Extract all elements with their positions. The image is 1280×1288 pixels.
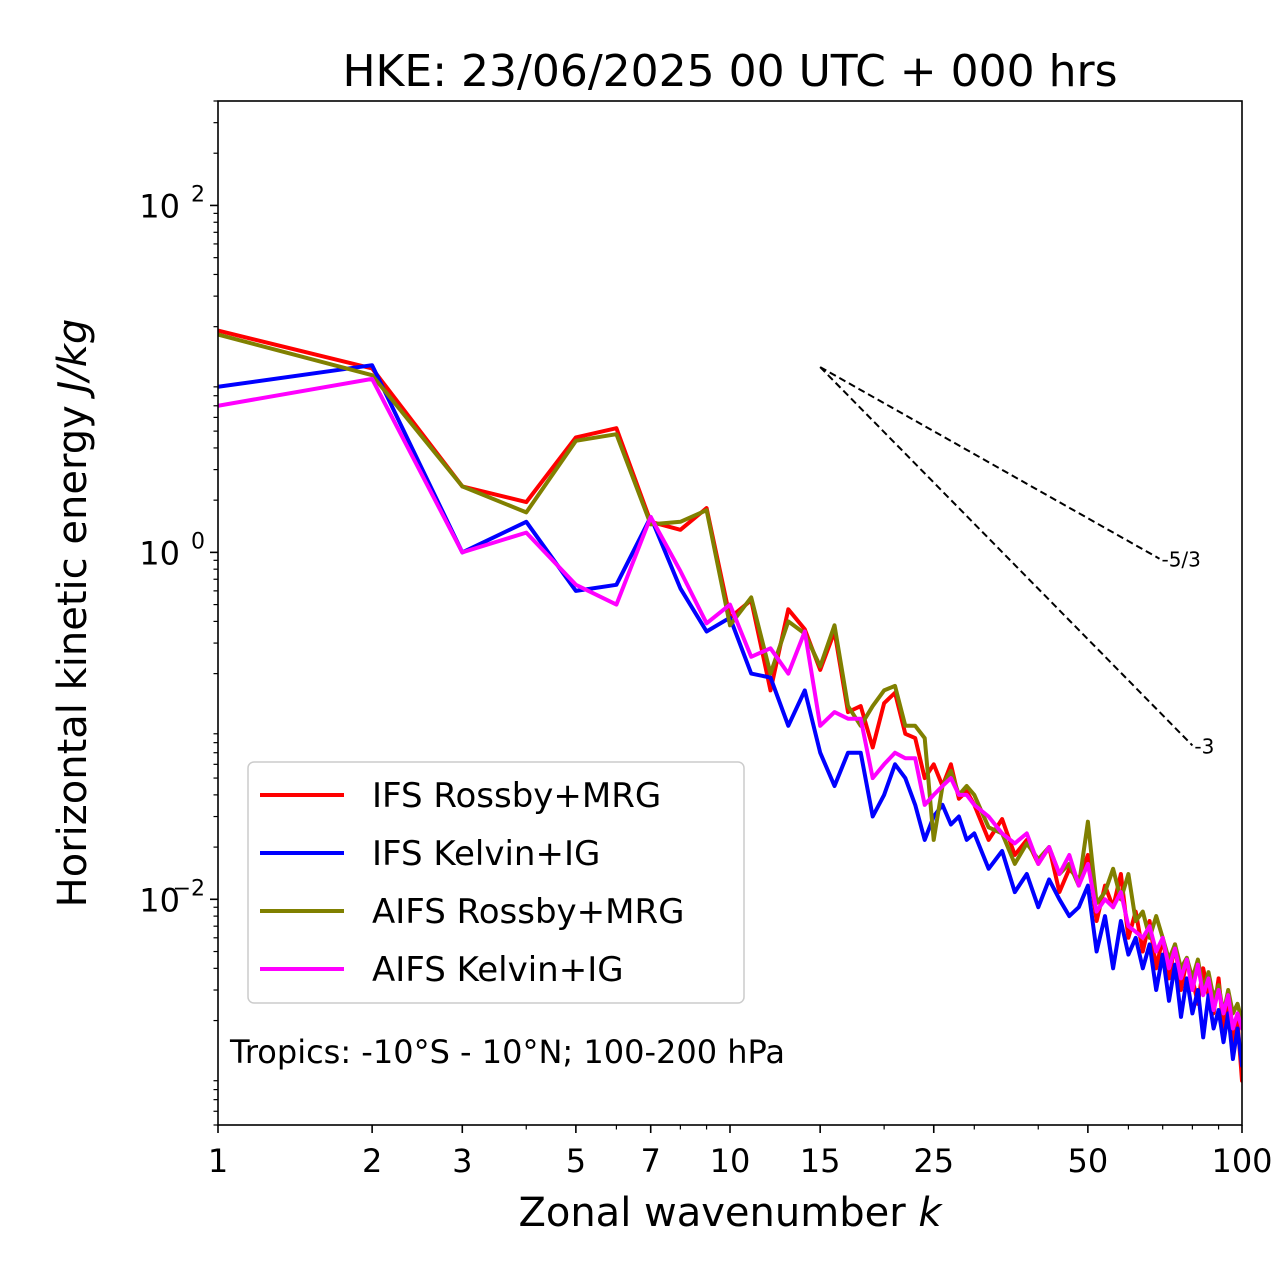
x-tick-label: 2	[362, 1142, 382, 1180]
legend-label: AIFS Kelvin+IG	[372, 950, 624, 990]
x-tick-label: 25	[913, 1142, 954, 1180]
x-tick-label: 50	[1068, 1142, 1109, 1180]
legend-label: AIFS Rossby+MRG	[372, 892, 684, 932]
reference-slope-line	[819, 366, 1160, 560]
x-tick-label: 3	[452, 1142, 472, 1180]
plot-frame	[217, 100, 1243, 1126]
y-axis-label: Horizontal kinetic energy J/kg	[50, 319, 96, 908]
series-line	[218, 376, 1242, 1031]
reference-slope-line	[819, 366, 1194, 747]
y-tick-label: 10	[139, 187, 180, 225]
legend-label: IFS Rossby+MRG	[372, 776, 661, 816]
x-tick-label: 10	[710, 1142, 751, 1180]
legend-label: IFS Kelvin+IG	[372, 834, 600, 874]
y-tick-label: 10	[139, 534, 180, 572]
x-tick-label: 100	[1211, 1142, 1272, 1180]
y-tick-exponent: −2	[173, 876, 205, 901]
reference-slope-label: -3	[1194, 734, 1214, 758]
series-line	[218, 363, 1242, 1068]
x-axis-label: Zonal wavenumber k	[518, 1190, 943, 1236]
x-tick-label: 5	[566, 1142, 586, 1180]
y-tick-exponent: 2	[191, 182, 205, 207]
legend-box	[247, 761, 745, 1004]
reference-slope-label: -5/3	[1161, 548, 1200, 572]
chart-title: HKE: 23/06/2025 00 UTC + 000 hrs	[342, 46, 1117, 97]
x-tick-label: 1	[208, 1142, 228, 1180]
y-tick-exponent: 0	[191, 529, 205, 554]
x-tick-label: 15	[800, 1142, 841, 1180]
series-ifs-kelvin-ig	[218, 363, 1242, 1068]
region-annotation: Tropics: -10°S - 10°N; 100-200 hPa	[229, 1033, 785, 1071]
y-tick-label: 10	[139, 881, 180, 919]
legend: IFS Rossby+MRG IFS Kelvin+IG AIFS Rossby+M…	[247, 761, 745, 1004]
x-tick-label: 7	[641, 1142, 661, 1180]
series-aifs-kelvin-ig	[218, 376, 1242, 1031]
